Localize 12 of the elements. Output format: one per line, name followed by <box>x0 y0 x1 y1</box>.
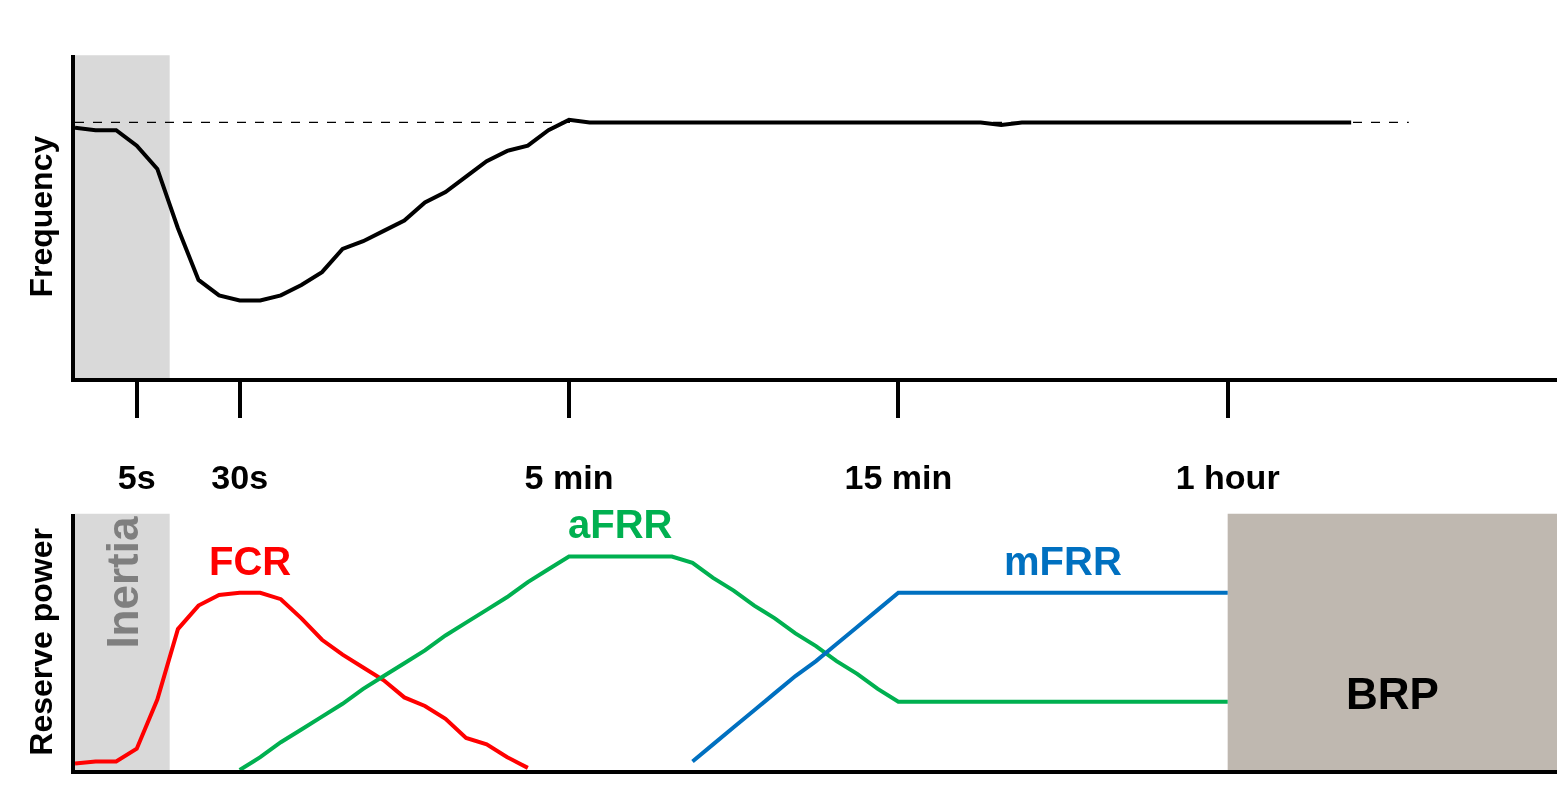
x-tick-label: 30s <box>211 457 269 496</box>
y-axis-title: Frequency <box>22 135 59 298</box>
annotation: BRP <box>1346 669 1439 718</box>
series-label: mFRR <box>1004 539 1122 583</box>
x-tick-label: 1 hour <box>1175 457 1280 496</box>
x-tick-label: 15 min <box>844 457 953 496</box>
x-tick-label: 5 min <box>524 457 614 496</box>
series-label: aFRR <box>568 502 673 546</box>
annotation: Inertia <box>98 516 148 649</box>
x-tick-label: 5s <box>117 457 156 496</box>
y-axis-title: Reserve power <box>22 528 59 756</box>
series-label: FCR <box>209 539 292 583</box>
